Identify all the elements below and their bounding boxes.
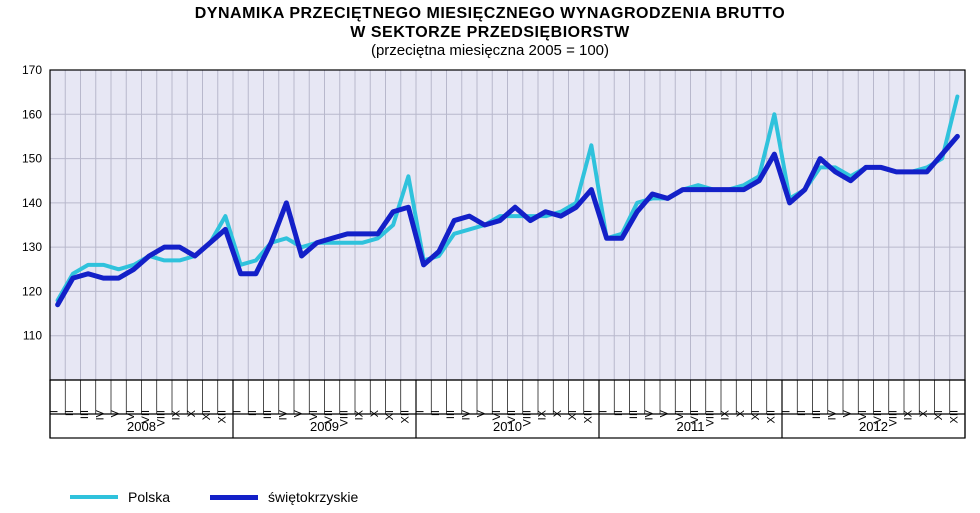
- svg-text:XII: XII: [399, 410, 411, 423]
- svg-text:II: II: [796, 410, 808, 416]
- svg-text:2009: 2009: [310, 419, 339, 434]
- svg-text:160: 160: [22, 108, 42, 122]
- svg-text:IV: IV: [277, 410, 289, 421]
- legend-item-polska: Polska: [70, 489, 170, 505]
- svg-text:III: III: [811, 410, 823, 419]
- svg-text:IV: IV: [826, 410, 838, 421]
- svg-text:2010: 2010: [493, 419, 522, 434]
- legend-swatch: [70, 495, 118, 499]
- svg-text:II: II: [613, 410, 625, 416]
- chart-title-block: DYNAMIKA PRZECIĘTNEGO MIESIĘCZNEGO WYNAG…: [0, 0, 980, 60]
- legend-swatch: [210, 495, 258, 500]
- svg-text:150: 150: [22, 152, 42, 166]
- svg-text:IV: IV: [643, 410, 655, 421]
- svg-text:VIII: VIII: [155, 410, 167, 427]
- svg-text:X: X: [552, 410, 564, 418]
- svg-text:V: V: [842, 410, 854, 418]
- svg-text:IV: IV: [460, 410, 472, 421]
- svg-text:XI: XI: [201, 410, 213, 420]
- svg-text:IX: IX: [354, 410, 366, 421]
- svg-text:XI: XI: [750, 410, 762, 420]
- svg-text:X: X: [186, 410, 198, 418]
- svg-text:120: 120: [22, 285, 42, 299]
- svg-text:X: X: [369, 410, 381, 418]
- chart-container: DYNAMIKA PRZECIĘTNEGO MIESIĘCZNEGO WYNAG…: [0, 0, 980, 513]
- svg-text:III: III: [79, 410, 91, 419]
- svg-text:V: V: [659, 410, 671, 418]
- svg-text:2008: 2008: [127, 419, 156, 434]
- svg-text:XI: XI: [933, 410, 945, 420]
- svg-text:XII: XII: [216, 410, 228, 423]
- svg-text:IX: IX: [903, 410, 915, 421]
- svg-text:170: 170: [22, 63, 42, 77]
- svg-text:XII: XII: [765, 410, 777, 423]
- svg-text:V: V: [476, 410, 488, 418]
- legend-label: Polska: [128, 489, 170, 505]
- svg-text:VIII: VIII: [521, 410, 533, 427]
- svg-text:V: V: [293, 410, 305, 418]
- svg-text:III: III: [628, 410, 640, 419]
- svg-text:140: 140: [22, 196, 42, 210]
- svg-text:XI: XI: [384, 410, 396, 420]
- svg-text:2012: 2012: [859, 419, 888, 434]
- chart-subtitle: (przeciętna miesięczna 2005 = 100): [0, 42, 980, 60]
- svg-text:110: 110: [23, 329, 42, 343]
- svg-text:2011: 2011: [677, 419, 705, 434]
- chart-legend: Polska świętokrzyskie: [70, 489, 358, 505]
- svg-text:130: 130: [22, 241, 42, 255]
- svg-text:II: II: [247, 410, 259, 416]
- svg-text:VIII: VIII: [704, 410, 716, 427]
- svg-text:III: III: [445, 410, 457, 419]
- svg-text:II: II: [64, 410, 76, 416]
- svg-text:IX: IX: [171, 410, 183, 421]
- svg-text:XII: XII: [948, 410, 960, 423]
- chart-title-line2: W SEKTORZE PRZEDSIĘBIORSTW: [0, 23, 980, 42]
- svg-text:III: III: [262, 410, 274, 419]
- svg-text:II: II: [430, 410, 442, 416]
- svg-text:X: X: [918, 410, 930, 418]
- svg-text:XI: XI: [567, 410, 579, 420]
- svg-text:VIII: VIII: [338, 410, 350, 427]
- svg-text:VIII: VIII: [887, 410, 899, 427]
- chart-title-line1: DYNAMIKA PRZECIĘTNEGO MIESIĘCZNEGO WYNAG…: [0, 4, 980, 23]
- chart-plot: 110120130140150160170IIIIIIIVVVIVIIVIIII…: [0, 60, 980, 460]
- svg-text:X: X: [735, 410, 747, 418]
- svg-text:V: V: [110, 410, 122, 418]
- svg-text:XII: XII: [582, 410, 594, 423]
- svg-text:IX: IX: [537, 410, 549, 421]
- legend-label: świętokrzyskie: [268, 489, 358, 505]
- svg-text:IV: IV: [94, 410, 106, 421]
- svg-text:IX: IX: [720, 410, 732, 421]
- legend-item-swietokrzyskie: świętokrzyskie: [210, 489, 358, 505]
